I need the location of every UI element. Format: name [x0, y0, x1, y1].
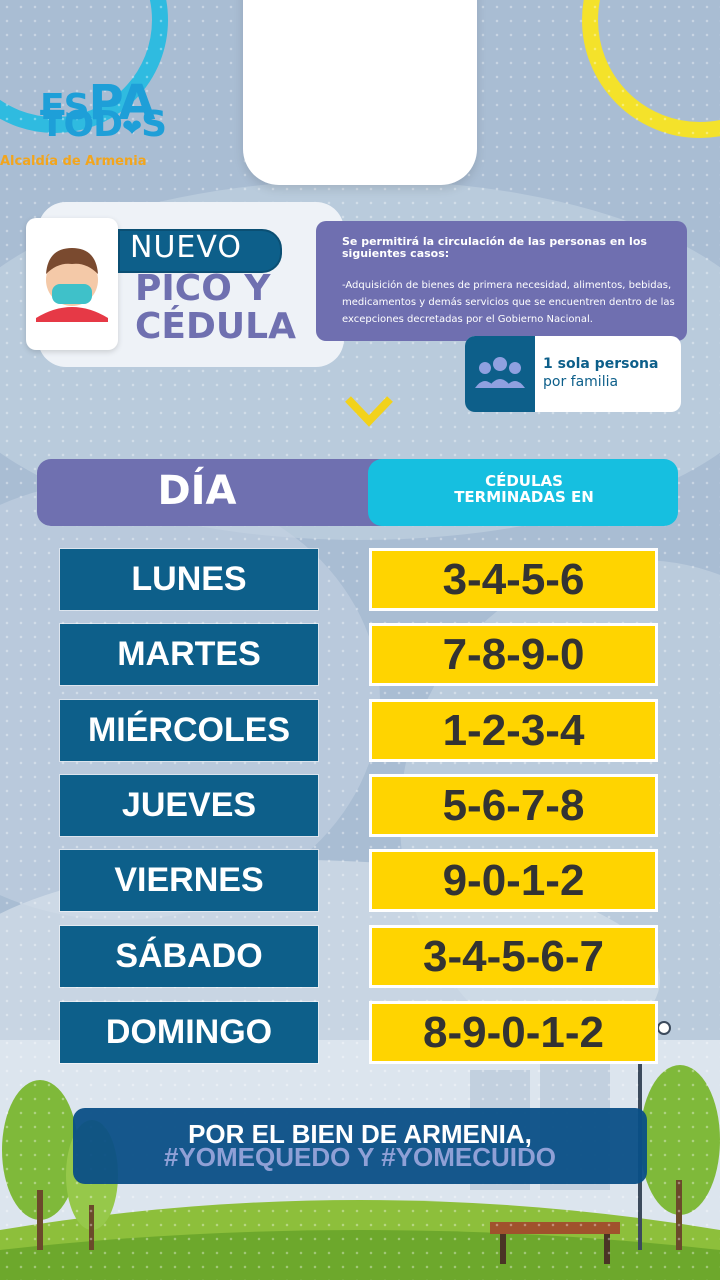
header-numbers: CÉDULAS TERMINADAS EN — [370, 473, 678, 505]
footer-line-1: POR EL BIEN DE ARMENIA, — [188, 1119, 532, 1149]
info-title: Se permitirá la circulación de las perso… — [342, 235, 647, 260]
logo-pa: PA — [88, 75, 156, 131]
day-label: JUEVES — [121, 786, 257, 824]
day-cell: LUNES — [60, 549, 318, 610]
day-cell: DOMINGO — [60, 1002, 318, 1063]
heart-icon: ❤ — [122, 114, 142, 142]
numbers-cell: 7-8-9-0 — [369, 623, 658, 686]
day-label: MIÉRCOLES — [87, 711, 291, 749]
header-numbers-bg — [368, 459, 678, 526]
numbers-label: 7-8-9-0 — [442, 630, 585, 679]
day-label: MARTES — [117, 635, 261, 673]
day-label: LUNES — [131, 560, 247, 598]
pico-title-line-2: CÉDULA — [135, 306, 296, 347]
numbers-label: 8-9-0-1-2 — [423, 1008, 604, 1057]
family-box — [465, 336, 681, 412]
numbers-cell: 3-4-5-6 — [369, 548, 658, 611]
pico-title: PICO Y CÉDULA — [135, 270, 296, 346]
logo-s: S — [141, 104, 167, 145]
numbers-label: 3-4-5-6 — [442, 555, 585, 604]
day-cell: JUEVES — [60, 775, 318, 836]
header-day: DÍA — [157, 468, 237, 514]
logo-line-2: TOD❤S — [40, 104, 167, 145]
family-line-1: 1 sola persona — [543, 356, 659, 372]
numbers-label: 1-2-3-4 — [442, 706, 585, 755]
numbers-label: 9-0-1-2 — [442, 856, 585, 905]
numbers-label: 5-6-7-8 — [442, 781, 585, 830]
day-cell: MARTES — [60, 624, 318, 685]
chevron-down-icon — [345, 396, 393, 427]
numbers-cell: 9-0-1-2 — [369, 849, 658, 912]
day-cell: VIERNES — [60, 850, 318, 911]
header-day-bg — [37, 459, 397, 526]
numbers-cell: 5-6-7-8 — [369, 774, 658, 837]
family-icon — [475, 357, 525, 388]
day-label: DOMINGO — [105, 1013, 273, 1051]
footer-hashtags: #YOMEQUEDO Y #YOMECUIDO — [163, 1142, 557, 1172]
logo-subtitle: Alcaldía de Armenia — [0, 154, 147, 169]
logo-line-1: ESPA — [40, 75, 156, 131]
day-label: VIERNES — [114, 861, 264, 899]
numbers-cell: 1-2-3-4 — [369, 699, 658, 762]
family-line-2: por familia — [543, 374, 619, 390]
pico-title-line-1: PICO Y — [135, 268, 271, 309]
avatar — [26, 218, 118, 350]
header-numbers-line-2: TERMINADAS EN — [454, 488, 594, 506]
info-body: -Adquisición de bienes de primera necesi… — [342, 280, 675, 325]
numbers-cell: 3-4-5-6-7 — [369, 925, 658, 988]
numbers-cell: 8-9-0-1-2 — [369, 1001, 658, 1064]
header-numbers-line-1: CÉDULAS — [485, 472, 563, 490]
logo-card — [243, 0, 477, 185]
day-label: SÁBADO — [115, 937, 263, 975]
nuevo-label: NUEVO — [130, 230, 242, 265]
day-cell: MIÉRCOLES — [60, 700, 318, 761]
logo-tod: TOD — [40, 104, 123, 145]
logo-es: ES — [40, 87, 90, 128]
day-cell: SÁBADO — [60, 926, 318, 987]
masked-person-icon — [36, 248, 108, 322]
nuevo-pill — [118, 229, 282, 273]
numbers-label: 3-4-5-6-7 — [423, 932, 604, 981]
footer-banner — [73, 1108, 647, 1184]
family-icon-bg — [465, 336, 535, 412]
info-box — [316, 221, 687, 341]
